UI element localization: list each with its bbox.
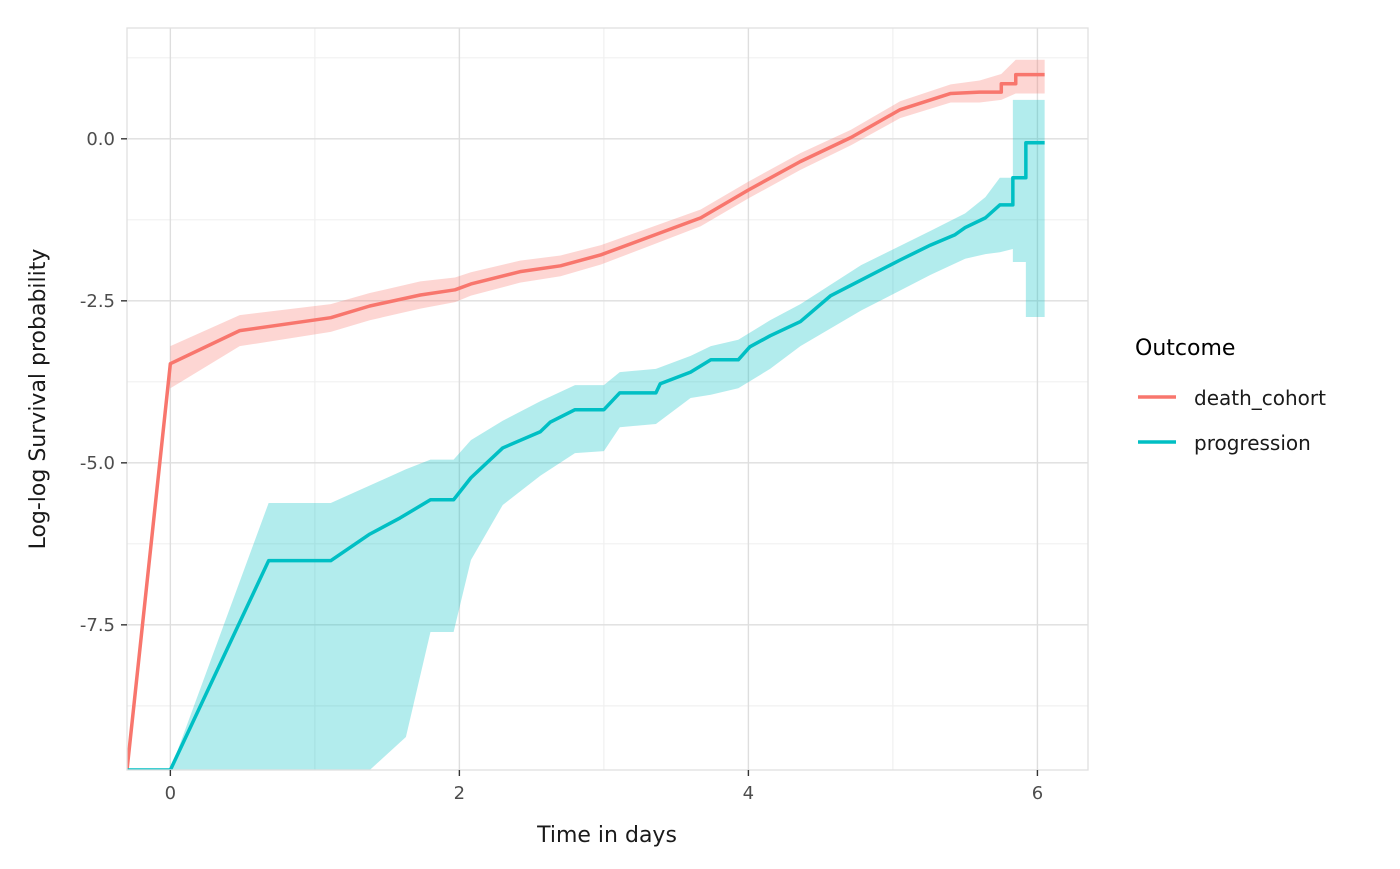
panel-border [126, 27, 1089, 771]
series-line-progression [127, 140, 1045, 770]
series-line-death_cohort [127, 72, 1045, 770]
x-axis: 0 2 4 6 [165, 770, 1043, 804]
x-tick-label: 6 [1032, 783, 1043, 804]
confidence-band-death_cohort [170, 59, 1045, 389]
plot-area [127, 59, 1045, 770]
minor-gridlines [127, 28, 1088, 770]
x-axis-label: Time in days [536, 823, 677, 848]
major-gridlines [127, 28, 1088, 770]
y-tick-label: 0.0 [86, 129, 115, 150]
legend: Outcome death_cohort progression [1135, 336, 1326, 455]
y-tick-label: -5.0 [80, 453, 115, 474]
x-tick-label: 2 [454, 783, 465, 804]
legend-title: Outcome [1135, 336, 1235, 361]
x-tick-label: 0 [165, 783, 176, 804]
legend-label-death_cohort: death_cohort [1194, 386, 1326, 410]
y-axis: 0.0 -2.5 -5.0 -7.5 [80, 129, 127, 636]
y-axis-label: Log-log Survival probability [26, 249, 51, 550]
legend-label-progression: progression [1194, 431, 1311, 455]
x-tick-label: 4 [743, 783, 754, 804]
y-tick-label: -2.5 [80, 291, 115, 312]
confidence-band-progression [127, 99, 1045, 770]
y-tick-label: -7.5 [80, 615, 115, 636]
